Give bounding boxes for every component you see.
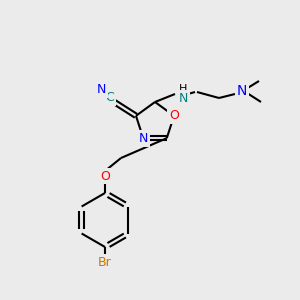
Text: N: N bbox=[139, 132, 148, 145]
Text: N: N bbox=[178, 92, 188, 104]
Text: H: H bbox=[179, 84, 187, 94]
Text: C: C bbox=[106, 91, 114, 104]
Text: N: N bbox=[237, 84, 247, 98]
Text: Br: Br bbox=[98, 256, 112, 268]
Text: O: O bbox=[100, 169, 110, 182]
Text: N: N bbox=[96, 83, 106, 96]
Text: O: O bbox=[169, 109, 179, 122]
